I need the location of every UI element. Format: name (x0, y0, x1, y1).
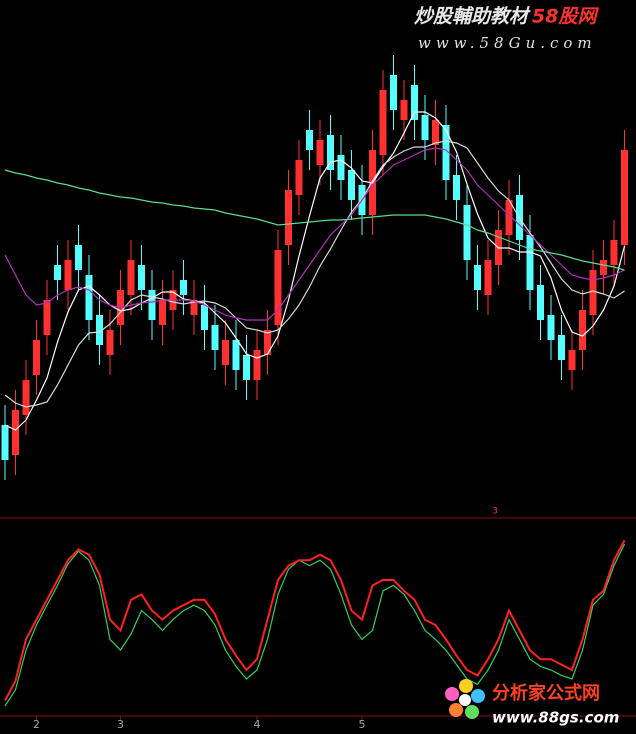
candle-body (22, 380, 30, 415)
candle-body (442, 125, 450, 180)
candle-body (558, 335, 565, 360)
candle-body (579, 310, 586, 350)
candle-body (54, 265, 61, 280)
candle-body (453, 175, 460, 200)
candle-body (484, 260, 492, 295)
candle-body (327, 135, 334, 170)
candle-body (85, 275, 93, 320)
candle-body (274, 250, 282, 325)
moving-average (4, 169, 625, 271)
candle-body (610, 240, 618, 265)
moving-average (4, 111, 626, 431)
candle-body (33, 340, 40, 375)
candle-body (127, 260, 135, 295)
candle-body (589, 270, 597, 315)
candle-body (243, 355, 250, 380)
candle-body (222, 340, 229, 365)
candle-body (295, 160, 303, 195)
candle-body (411, 85, 418, 120)
candle-body (190, 300, 198, 315)
logo-petal (449, 703, 463, 717)
logo-petal (465, 705, 479, 719)
candle-body (253, 350, 261, 380)
candle-body (600, 260, 607, 275)
candle-body (64, 260, 72, 290)
moving-average (4, 147, 625, 321)
logo-site: 分析家公式网 (492, 682, 600, 704)
candle-body (505, 200, 513, 235)
candle-body (159, 300, 166, 325)
watermark-site: 58股网 (532, 6, 599, 28)
candle-body (232, 340, 240, 370)
candle-body (138, 265, 145, 290)
oscillator-line (4, 539, 626, 702)
candle-body (264, 330, 271, 355)
candle-body (463, 205, 471, 260)
annotation: 3 (492, 507, 498, 517)
candle-body (96, 315, 103, 345)
candle-body (337, 155, 345, 180)
candle-body (180, 280, 187, 295)
logo-petal (471, 689, 485, 703)
x-tick-label: 4 (254, 718, 261, 731)
candle-body (75, 245, 82, 270)
bottom-logo: 分析家公式网 www.88gs.com (445, 679, 619, 727)
x-tick-label: 2 (33, 718, 40, 731)
candle-body (201, 305, 208, 330)
candle-body (306, 130, 313, 150)
candle-body (547, 315, 555, 340)
candle-body (621, 150, 628, 245)
candle-body (421, 115, 429, 140)
candle-body (316, 140, 324, 165)
watermark-url: www.58Gu.com (418, 34, 597, 52)
candle-body (106, 330, 114, 355)
candle-body (285, 190, 292, 245)
candle-body (432, 120, 439, 145)
candle-body (474, 265, 481, 290)
logo-url: www.88gs.com (492, 709, 619, 727)
candle-body (400, 100, 408, 120)
candle-body (537, 285, 544, 320)
top-watermark: 炒股輔助教材 58股网 www.58Gu.com (414, 6, 599, 53)
candle-body (390, 75, 397, 110)
oscillator-line (4, 543, 626, 707)
watermark-title: 炒股輔助教材 (414, 6, 531, 28)
moving-average (4, 140, 625, 408)
logo-center (459, 694, 471, 706)
candle-body (43, 300, 51, 335)
candle-body (148, 290, 156, 320)
x-tick-label: 5 (359, 718, 366, 731)
candle-body (568, 350, 576, 370)
candle-body (12, 410, 19, 455)
candle-body (211, 325, 219, 350)
logo-petal (459, 679, 473, 693)
x-tick-label: 3 (117, 718, 124, 731)
candle-body (379, 90, 387, 155)
candle-body (526, 235, 534, 290)
candle-body (1, 425, 9, 460)
candle-body (348, 170, 355, 200)
logo-petal (445, 687, 459, 701)
